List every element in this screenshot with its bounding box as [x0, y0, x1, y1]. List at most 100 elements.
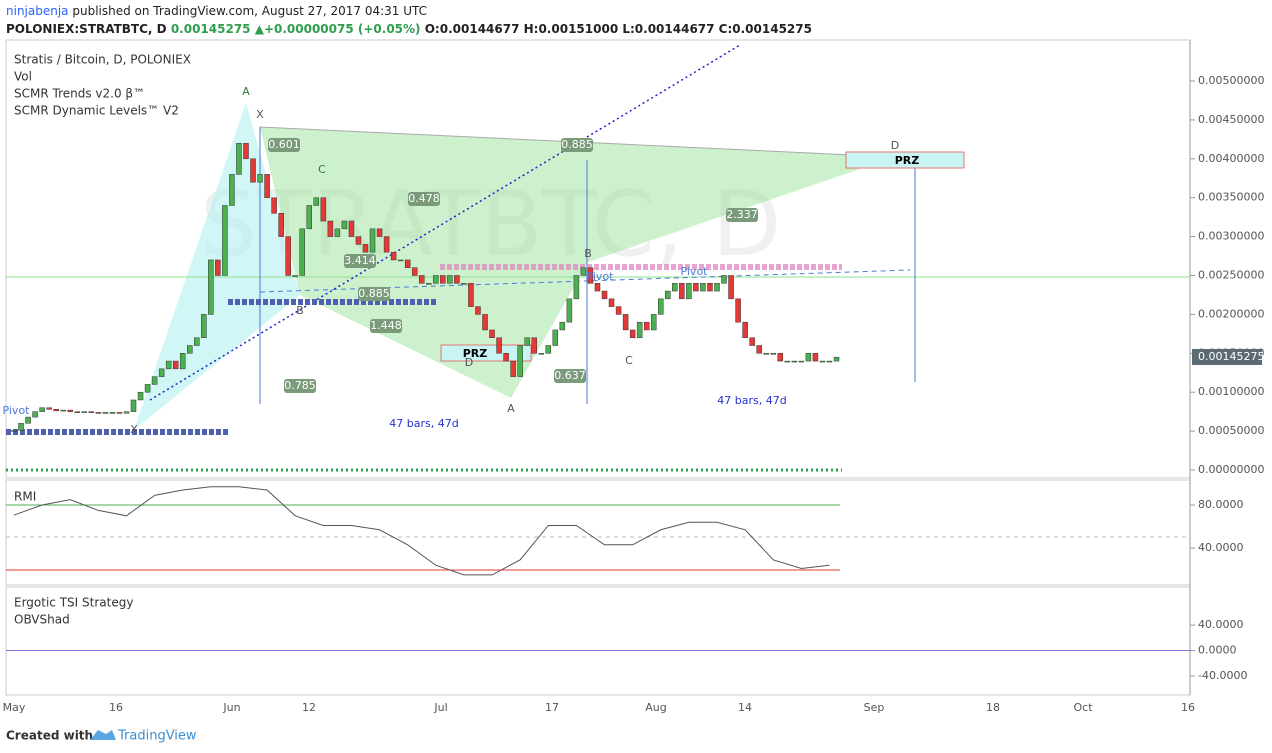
- watermark: STRATBTC, D: [200, 172, 781, 277]
- x-tick-label: Sep: [864, 701, 885, 714]
- candle: [348, 220, 355, 237]
- candle: [179, 353, 186, 370]
- candle: [67, 409, 73, 412]
- legend-item: Stratis / Bitcoin, D, POLONIEX: [14, 53, 191, 67]
- logo: [90, 730, 116, 740]
- candle: [151, 376, 158, 385]
- candle: [369, 228, 376, 253]
- candle: [201, 314, 207, 338]
- candle: [172, 360, 179, 370]
- y-tick-label: 0.00300000: [1198, 230, 1264, 243]
- candle: [496, 337, 502, 354]
- candle: [594, 283, 601, 292]
- annotation: 2.337: [726, 208, 758, 221]
- annotation: A: [507, 402, 515, 415]
- candle: [257, 174, 263, 183]
- candle: [158, 368, 165, 377]
- candle: [194, 337, 200, 346]
- annotation: 47 bars, 47d: [717, 394, 786, 407]
- annotation: X: [256, 108, 264, 121]
- candle: [88, 411, 95, 413]
- candle: [756, 345, 762, 354]
- candle: [714, 283, 720, 292]
- candle: [615, 306, 622, 315]
- candle: [383, 236, 390, 253]
- annotation: C: [625, 354, 633, 367]
- y-tick-label: 80.0000: [1198, 498, 1244, 511]
- candle: [489, 329, 495, 338]
- candle: [81, 411, 88, 413]
- candle: [355, 236, 362, 245]
- candle: [32, 411, 38, 418]
- annotation: 0.785: [284, 379, 316, 392]
- candle: [721, 275, 727, 284]
- candle: [95, 412, 102, 414]
- candle: [482, 314, 488, 331]
- x-tick-label: 12: [302, 701, 316, 714]
- candle: [643, 321, 650, 331]
- candle: [608, 298, 615, 307]
- x-tick-label: Jun: [222, 701, 240, 714]
- candle: [601, 290, 608, 300]
- annotation-bg: [284, 379, 316, 393]
- candle: [798, 360, 805, 363]
- candle: [763, 353, 769, 355]
- candle: [264, 174, 270, 198]
- x-tick-label: 17: [545, 701, 559, 714]
- candle: [686, 283, 692, 300]
- candle: [468, 283, 474, 307]
- candle: [791, 360, 798, 363]
- annotation: PRZ: [463, 347, 488, 360]
- candle: [320, 197, 327, 222]
- x-tick-label: 14: [738, 701, 752, 714]
- y-tick-label: 40.0000: [1198, 541, 1244, 554]
- candle: [819, 360, 826, 363]
- last-price-label: 0.00145275: [1198, 350, 1264, 363]
- legend-item: SCMR Trends v2.0 β™: [14, 87, 145, 101]
- candle: [116, 412, 123, 414]
- x-tick-label: Oct: [1073, 701, 1093, 714]
- candle: [622, 314, 629, 331]
- annotation: 0.601: [268, 138, 300, 151]
- rsi-line: [13, 486, 830, 576]
- candle: [404, 259, 411, 268]
- annotation: Pivot: [586, 270, 614, 283]
- x-tick-label: 16: [109, 701, 123, 714]
- candle: [53, 409, 59, 412]
- candle: [397, 259, 404, 262]
- candle: [742, 321, 748, 338]
- candle: [503, 353, 509, 362]
- candle: [313, 197, 320, 206]
- candle: [18, 423, 24, 431]
- candle: [60, 409, 66, 412]
- candle: [700, 283, 706, 292]
- y-tick-label: -40.0000: [1198, 669, 1247, 682]
- candle: [566, 298, 573, 323]
- y-tick-label: 0.00200000: [1198, 307, 1264, 320]
- candle: [74, 411, 81, 413]
- candle: [341, 220, 348, 230]
- candle: [580, 267, 587, 276]
- annotation: PRZ: [895, 154, 920, 167]
- annotation-bg: [370, 319, 402, 333]
- x-tick-label: Jul: [433, 701, 447, 714]
- annotation-bg: [554, 369, 586, 383]
- candle: [411, 267, 418, 276]
- candle: [11, 430, 17, 432]
- annotation-bg: [726, 208, 758, 222]
- x-tick-label: 18: [986, 701, 1000, 714]
- annotation: 3.414: [344, 254, 376, 267]
- annotation: 0.478: [408, 192, 440, 205]
- candle: [362, 244, 369, 253]
- y-tick-label: 0.00100000: [1198, 385, 1264, 398]
- last-price-box: [1192, 348, 1262, 365]
- rsi-title: RMI: [14, 490, 36, 504]
- candle: [418, 275, 425, 284]
- candle: [826, 360, 833, 363]
- annotation: 1.448: [370, 319, 402, 332]
- candle: [524, 337, 530, 346]
- footer-brand[interactable]: TradingView: [117, 729, 197, 744]
- footer-created: Created with: [6, 729, 93, 743]
- x-tick-label: May: [3, 701, 26, 714]
